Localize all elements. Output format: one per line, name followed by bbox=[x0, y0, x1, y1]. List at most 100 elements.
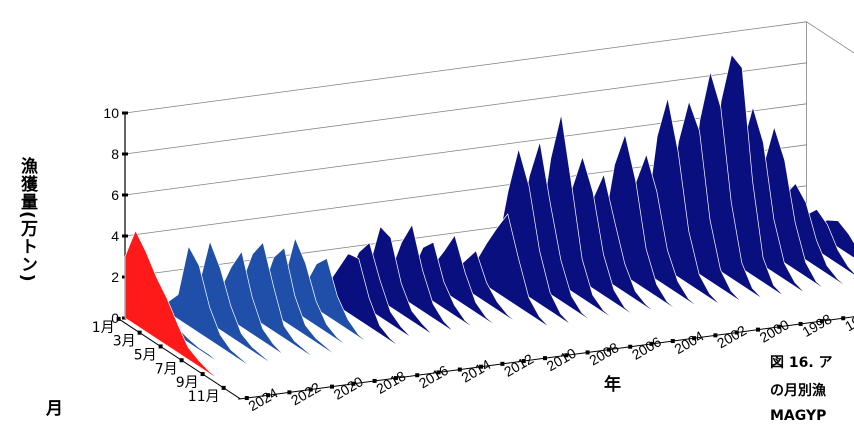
month-tick-mark bbox=[200, 372, 205, 377]
year-tick-mark bbox=[564, 353, 569, 358]
year-tick-mark bbox=[543, 356, 547, 361]
year-tick-mark bbox=[479, 364, 484, 369]
y-tick-label: 10 bbox=[103, 105, 119, 121]
series-ribbon-2001 bbox=[614, 153, 731, 329]
year-tick-mark bbox=[351, 381, 356, 386]
series-ribbon-2021 bbox=[188, 240, 305, 386]
year-tick-label: 2010 bbox=[544, 345, 579, 375]
year-tick-mark bbox=[436, 370, 441, 375]
month-tick-mark bbox=[158, 344, 163, 349]
series-ribbon-2016 bbox=[295, 258, 412, 372]
year-tick-mark bbox=[734, 330, 739, 335]
series-ribbon-2024 bbox=[124, 230, 241, 395]
series-ribbon-2014 bbox=[337, 242, 454, 366]
month-tick-label: 7月 bbox=[155, 361, 178, 377]
y-axis-title: 漁獲量(万トン) bbox=[17, 157, 37, 283]
year-tick-mark bbox=[713, 333, 718, 338]
year-tick-label: 1996 bbox=[842, 305, 854, 335]
series-ribbon-2020 bbox=[209, 251, 327, 383]
series-ribbon-2022 bbox=[167, 245, 284, 389]
y-tick-mark bbox=[122, 234, 128, 238]
series-ribbon-2012 bbox=[380, 224, 497, 361]
year-tick-mark bbox=[415, 373, 420, 378]
year-tick-label: 2016 bbox=[416, 362, 451, 392]
series-ribbon-2009 bbox=[444, 250, 561, 352]
year-tick-label: 2004 bbox=[672, 328, 707, 358]
year-tick-mark bbox=[819, 319, 824, 324]
y-tick-label: 0 bbox=[111, 310, 119, 326]
month-tick-label: 5月 bbox=[134, 347, 157, 363]
year-tick-label: 1998 bbox=[799, 310, 834, 340]
year-tick-mark bbox=[372, 378, 377, 383]
year-tick-mark bbox=[756, 327, 760, 332]
year-tick-mark bbox=[841, 316, 846, 321]
year-tick-label: 2018 bbox=[373, 367, 408, 397]
series-ribbon-2013 bbox=[358, 226, 476, 363]
series-ribbon-2008 bbox=[465, 213, 582, 349]
year-tick-mark bbox=[777, 324, 782, 329]
year-tick-mark bbox=[457, 367, 462, 372]
year-tick-mark bbox=[266, 393, 271, 398]
series-ribbon-2000 bbox=[635, 97, 753, 326]
year-tick-mark bbox=[585, 350, 590, 355]
series-ribbon-2007 bbox=[486, 148, 603, 346]
month-tick-label: 3月 bbox=[113, 334, 136, 350]
year-tick-label: 2024 bbox=[246, 385, 281, 415]
year-tick-label: 2012 bbox=[501, 350, 536, 380]
y-tick-mark bbox=[122, 111, 128, 115]
gridline bbox=[124, 62, 807, 155]
year-tick-mark bbox=[330, 384, 334, 389]
year-tick-mark bbox=[308, 387, 313, 392]
series-ribbon-1999 bbox=[657, 101, 774, 323]
year-tick-label: 2006 bbox=[629, 333, 664, 363]
series-ribbon-2003 bbox=[571, 173, 689, 335]
caption-line-3: MAGYP bbox=[770, 408, 827, 424]
caption-line-2: の月別漁 bbox=[770, 383, 826, 399]
series-ribbon-2004 bbox=[550, 156, 667, 338]
series-ribbon-2017 bbox=[273, 237, 390, 375]
month-tick-mark bbox=[137, 330, 142, 335]
y-tick-mark bbox=[122, 152, 128, 156]
y-tick-label: 2 bbox=[111, 269, 119, 285]
year-tick-mark bbox=[692, 336, 697, 341]
y-tick-label: 6 bbox=[111, 187, 119, 203]
month-tick-mark bbox=[116, 316, 121, 321]
year-tick-label: 2000 bbox=[757, 316, 792, 346]
year-tick-label: 2020 bbox=[331, 373, 366, 403]
month-axis-title: 月 bbox=[46, 399, 63, 419]
series-ribbon-2006 bbox=[508, 141, 625, 343]
year-tick-label: 2008 bbox=[586, 339, 621, 369]
caption-line-1: 図 16. ア bbox=[770, 355, 833, 371]
year-tick-mark bbox=[649, 341, 654, 346]
year-tick-label: 2022 bbox=[288, 379, 323, 409]
series-ribbon-2011 bbox=[401, 241, 518, 358]
gridline bbox=[124, 21, 807, 114]
year-tick-mark bbox=[500, 361, 505, 366]
year-tick-label: 2002 bbox=[714, 322, 749, 352]
series-ribbon-2002 bbox=[593, 134, 710, 332]
month-tick-label: 11月 bbox=[188, 389, 220, 405]
year-tick-mark bbox=[628, 344, 633, 349]
series-ribbon-2015 bbox=[316, 253, 433, 369]
year-tick-label: 2014 bbox=[459, 356, 494, 386]
series-ribbon-2018 bbox=[252, 247, 369, 378]
y-tick-label: 8 bbox=[111, 146, 119, 162]
month-tick-mark bbox=[179, 358, 184, 363]
month-tick-label: 9月 bbox=[176, 375, 199, 391]
side-wall-top bbox=[806, 21, 854, 54]
y-tick-mark bbox=[122, 193, 128, 197]
series-ribbon-2019 bbox=[231, 242, 348, 380]
year-tick-mark bbox=[606, 347, 611, 352]
year-tick-mark bbox=[287, 390, 292, 395]
year-tick-mark bbox=[798, 321, 803, 326]
series-ribbon-2010 bbox=[422, 234, 540, 355]
year-tick-mark bbox=[670, 339, 675, 344]
y-tick-label: 4 bbox=[111, 228, 119, 244]
year-tick-mark bbox=[393, 376, 398, 381]
month-tick-label: 1月 bbox=[92, 320, 115, 336]
year-axis-title: 年 bbox=[604, 375, 621, 395]
series-ribbon-2005 bbox=[529, 114, 646, 341]
year-tick-mark bbox=[244, 396, 249, 401]
